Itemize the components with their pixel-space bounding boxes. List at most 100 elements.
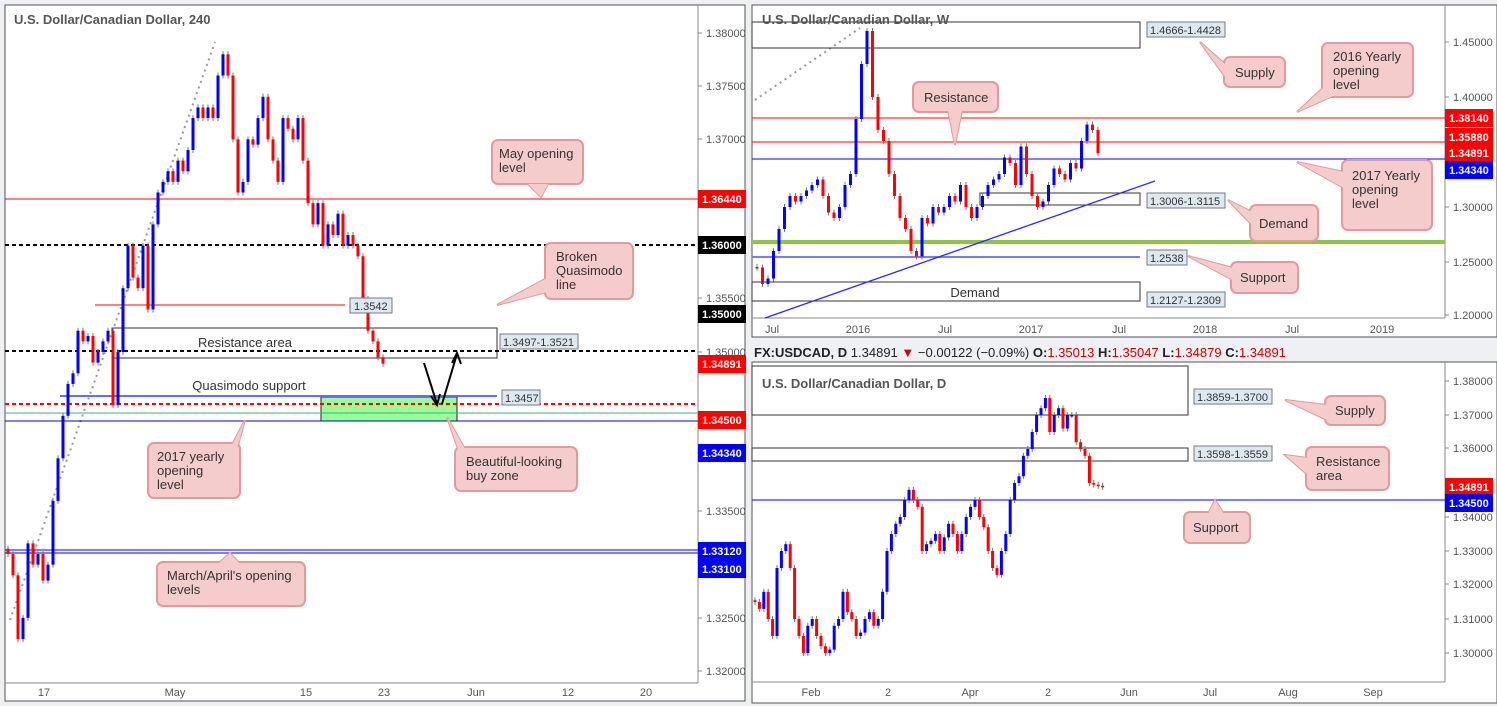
candle-up xyxy=(261,96,265,119)
candle-down xyxy=(827,196,830,213)
x-tick: Jul xyxy=(1203,687,1217,699)
candle-up xyxy=(841,591,845,619)
callout-text: levels xyxy=(167,582,201,597)
candle-down xyxy=(876,97,880,130)
price-labels: 1.3542 1.3497-1.3521 1.3457 xyxy=(349,297,579,406)
callout-text: level xyxy=(1352,196,1379,211)
price-tag xyxy=(1445,494,1493,512)
x-tick: 15 xyxy=(300,687,312,699)
candle-up xyxy=(86,336,90,342)
y-tick-label: 1.35500 xyxy=(706,293,746,305)
candle-down xyxy=(819,636,823,647)
candle-up xyxy=(1030,432,1034,449)
callout-text: level xyxy=(1333,77,1360,92)
candle-up xyxy=(960,534,964,551)
candle-down xyxy=(376,341,380,358)
candle-down xyxy=(832,212,836,218)
demand-lower-label: Demand xyxy=(950,285,999,300)
candle-up xyxy=(346,235,350,246)
candle-down xyxy=(321,203,325,246)
candle-up xyxy=(51,500,55,565)
candle-up xyxy=(326,224,330,246)
candle-up xyxy=(925,544,929,551)
price-tag-value: 1.34891 xyxy=(702,359,742,371)
close-label: C: xyxy=(1225,345,1239,360)
down-arrow-icon: ▼ xyxy=(901,345,914,360)
candle-down xyxy=(136,277,140,289)
price-tag-value: 1.33120 xyxy=(702,546,742,558)
callout-text: line xyxy=(556,277,576,292)
h4-chart-panel[interactable]: U.S. Dollar/Canadian Dollar, 240 Resista… xyxy=(4,4,746,702)
candle-up xyxy=(865,31,869,64)
candle-down xyxy=(771,619,775,636)
x-tick: 2 xyxy=(1045,687,1051,699)
supply-zone-box xyxy=(751,365,1189,416)
price-tag-value: 1.34500 xyxy=(702,415,742,427)
candle-down xyxy=(1074,415,1078,443)
resistance-area-box xyxy=(751,447,1189,462)
candle-up xyxy=(810,619,814,626)
candle-down xyxy=(991,551,995,568)
candle-up xyxy=(1039,408,1043,415)
qm-support-value: 1.3457 xyxy=(505,393,539,405)
y-tick-label: 1.40000 xyxy=(1453,92,1493,104)
low-value: 1.34879 xyxy=(1175,345,1222,360)
high-value: 1.35047 xyxy=(1112,345,1159,360)
candle-down xyxy=(970,207,973,218)
candle-up xyxy=(799,196,803,202)
candle-down xyxy=(6,548,10,555)
price-tag xyxy=(698,355,746,373)
candle-up xyxy=(96,352,100,363)
x-tick: Jul xyxy=(765,324,779,336)
quasimodo-support-label: Quasimodo support xyxy=(192,378,306,393)
candle-down xyxy=(11,554,15,576)
candle-up xyxy=(296,118,300,140)
callout-text: Resistance xyxy=(1316,454,1380,469)
candle-up xyxy=(772,251,775,279)
candle-down xyxy=(755,266,759,269)
candle-up xyxy=(191,118,195,150)
supply-range-value: 1.4666-1.4428 xyxy=(1150,25,1221,37)
price-tag-value: 1.38140 xyxy=(1449,113,1489,125)
candle-up xyxy=(186,149,190,172)
candle-down xyxy=(1008,157,1012,163)
candle-down xyxy=(953,196,957,202)
time-axis: Jul 2016 Jul 2017 Jul 2018 Jul 2019 xyxy=(765,324,1394,336)
candle-up xyxy=(66,383,70,416)
trendline xyxy=(764,180,1156,319)
candle-down xyxy=(381,357,385,364)
candle-down xyxy=(1030,174,1034,196)
resistance-range-value: 1.3598-1.3559 xyxy=(1197,449,1268,461)
price-tag-value: 1.34891 xyxy=(1449,148,1489,160)
candle-down xyxy=(920,506,924,551)
callout-box xyxy=(1341,159,1433,231)
candle-up xyxy=(948,196,951,207)
y-tick-label: 1.32000 xyxy=(706,666,746,678)
candle-up xyxy=(1070,415,1074,417)
candle-up xyxy=(1019,146,1023,185)
candle-up xyxy=(947,523,951,538)
candle-down xyxy=(1096,130,1100,154)
candle-up xyxy=(1013,483,1017,500)
price-tag-value: 1.34500 xyxy=(1449,498,1489,510)
callout-text: 2016 Yearly xyxy=(1333,49,1401,64)
callout-box xyxy=(454,446,578,492)
y-tick-label: 1.37500 xyxy=(706,81,746,93)
time-axis: 17 May 15 23 Jun 12 20 xyxy=(38,687,652,699)
candle-up xyxy=(806,625,810,653)
callout-resistance: Resistance xyxy=(912,81,999,146)
candle-up xyxy=(1052,168,1056,185)
candle-down xyxy=(977,500,981,517)
candle-up xyxy=(885,551,889,592)
candle-up xyxy=(176,160,180,182)
candle-down xyxy=(1092,483,1096,485)
callout-pointer-fill xyxy=(1200,42,1226,78)
weekly-candles xyxy=(755,28,1100,287)
chart-title: U.S. Dollar/Canadian Dollar, D xyxy=(762,376,946,391)
candle-up xyxy=(206,107,210,119)
